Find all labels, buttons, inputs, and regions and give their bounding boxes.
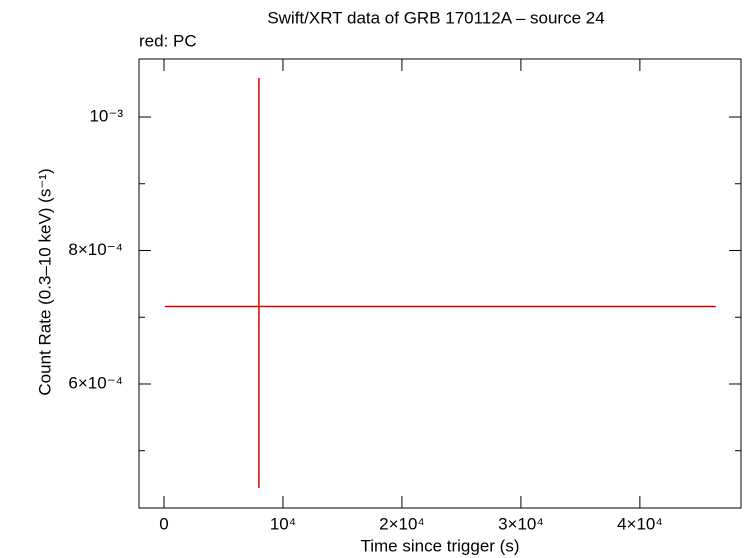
chart-title: Swift/XRT data of GRB 170112A – source 2… [267, 8, 604, 27]
x-tick-label: 10⁴ [270, 514, 296, 533]
x-tick-label: 0 [159, 514, 168, 533]
x-tick-label: 2×10⁴ [379, 514, 425, 533]
y-tick-label: 6×10⁻⁴ [68, 373, 123, 392]
y-tick-label: 8×10⁻⁴ [68, 240, 123, 259]
y-tick-label: 10⁻³ [89, 106, 123, 125]
x-tick-label: 3×10⁴ [498, 514, 544, 533]
plot-frame [138, 58, 742, 509]
y-axis-label: Count Rate (0.3–10 keV) (s⁻¹) [35, 168, 54, 395]
x-axis-label: Time since trigger (s) [360, 536, 519, 555]
x-tick-label: 4×10⁴ [617, 514, 663, 533]
chart-subtitle: red: PC [139, 31, 197, 50]
